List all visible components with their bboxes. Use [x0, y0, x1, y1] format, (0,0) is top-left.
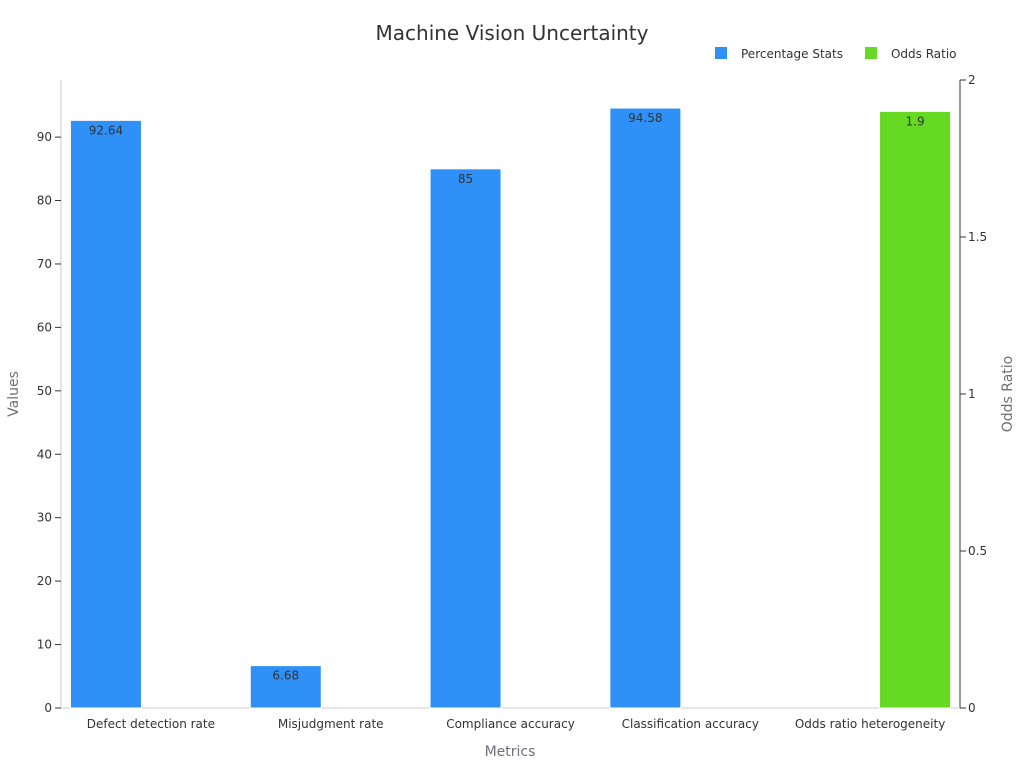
y-tick-label: 50: [37, 384, 52, 398]
chart-title: Machine Vision Uncertainty: [376, 21, 649, 45]
x-tick-label: Misjudgment rate: [278, 717, 384, 731]
y-tick-label: 60: [37, 320, 52, 334]
legend-label: Odds Ratio: [891, 47, 957, 61]
y-tick-label: 70: [37, 257, 52, 271]
x-tick-label: Classification accuracy: [622, 717, 759, 731]
y-tick-label: 20: [37, 574, 52, 588]
x-axis-title: Metrics: [485, 744, 536, 760]
bar-value-label: 92.64: [89, 123, 123, 137]
bar: [249, 665, 322, 709]
y2-tick-label: 0.5: [968, 544, 987, 558]
legend-swatch: [864, 47, 877, 59]
x-tick-label: Odds ratio heterogeneity: [795, 717, 945, 731]
legend-label: Percentage Stats: [741, 47, 843, 61]
bar: [609, 107, 682, 709]
bar-value-label: 94.58: [628, 111, 662, 125]
y-axis-title: Values: [6, 371, 22, 417]
axes: 0 10 20 30 40 50 60 70 80 90 0 0.5 1 1.5 2 Defect detec…: [37, 73, 987, 731]
y-tick-label: 80: [37, 194, 52, 208]
y-tick-label: 10: [37, 638, 52, 652]
bar-value-label: 1.9: [906, 114, 925, 128]
bar: [69, 119, 142, 709]
y-tick-label: 40: [37, 447, 52, 461]
bar-value-label: 6.68: [272, 669, 299, 683]
y-tick-label: 30: [37, 511, 52, 525]
legend-swatch: [715, 47, 727, 59]
y2-tick-label: 1.5: [968, 230, 987, 244]
bar: [879, 110, 952, 709]
x-tick-label: Defect detection rate: [87, 717, 215, 731]
y2-axis-title: Odds Ratio: [1000, 356, 1016, 432]
y-tick-label: 90: [37, 130, 52, 144]
bar-value-label: 85: [458, 172, 473, 186]
x-tick-label: Compliance accuracy: [446, 717, 575, 731]
legend: Percentage Stats Odds Ratio: [715, 47, 957, 61]
y-tick-label: 0: [44, 701, 52, 715]
y2-tick-label: 1: [968, 387, 976, 401]
y2-tick-label: 0: [968, 701, 976, 715]
bar: [429, 168, 502, 709]
data-labels: 92.64 6.68 85 94.58 1.9: [89, 111, 925, 683]
bars: [69, 107, 952, 709]
y2-tick-label: 2: [968, 73, 976, 87]
